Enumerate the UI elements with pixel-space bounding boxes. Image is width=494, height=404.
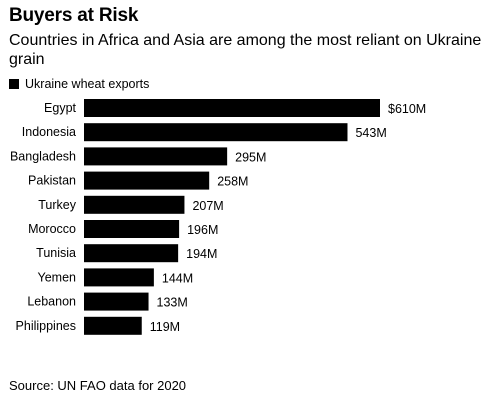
- value-label-tunisia: 194M: [186, 247, 217, 261]
- category-label-turkey: Turkey: [38, 198, 76, 212]
- category-label-lebanon: Lebanon: [27, 295, 76, 309]
- legend-swatch: [9, 79, 19, 89]
- bar-indonesia: [84, 123, 348, 142]
- value-label-pakistan: 258M: [217, 175, 248, 189]
- source-note: Source: UN FAO data for 2020: [9, 378, 187, 393]
- category-label-yemen: Yemen: [38, 270, 77, 284]
- bar-lebanon: [84, 292, 149, 311]
- value-label-philippines: 119M: [150, 320, 180, 334]
- value-label-bangladesh: 295M: [235, 150, 266, 164]
- value-label-morocco: 196M: [187, 223, 218, 237]
- bar-morocco: [84, 220, 180, 238]
- bar-pakistan: [84, 171, 210, 190]
- bar-tunisia: [84, 244, 179, 263]
- chart-title: Buyers at Risk: [9, 5, 139, 26]
- category-label-morocco: Morocco: [28, 222, 76, 236]
- bar-bangladesh: [84, 147, 228, 166]
- bar-philippines: [84, 316, 142, 335]
- value-label-lebanon: 133M: [157, 296, 188, 310]
- category-label-philippines: Philippines: [16, 319, 76, 333]
- bar-egypt: [84, 99, 380, 117]
- chart-subtitle: Countries in Africa and Asia are among t…: [9, 32, 482, 68]
- bars-group: [84, 99, 380, 335]
- value-label-egypt: $610M: [388, 102, 426, 116]
- value-label-indonesia: 543M: [355, 126, 386, 140]
- category-label-indonesia: Indonesia: [22, 125, 76, 139]
- value-label-turkey: 207M: [192, 199, 223, 213]
- category-label-tunisia: Tunisia: [36, 246, 76, 260]
- category-label-pakistan: Pakistan: [28, 174, 76, 188]
- category-label-egypt: Egypt: [44, 101, 76, 115]
- bar-yemen: [84, 268, 154, 287]
- category-label-bangladesh: Bangladesh: [10, 149, 76, 163]
- value-label-yemen: 144M: [162, 271, 193, 285]
- category-labels-group: Egypt Indonesia Bangladesh Pakistan Turkey Mo…: [10, 101, 77, 333]
- legend: Ukraine wheat exports: [9, 76, 149, 92]
- bar-turkey: [84, 195, 185, 214]
- legend-label: Ukraine wheat exports: [25, 77, 150, 91]
